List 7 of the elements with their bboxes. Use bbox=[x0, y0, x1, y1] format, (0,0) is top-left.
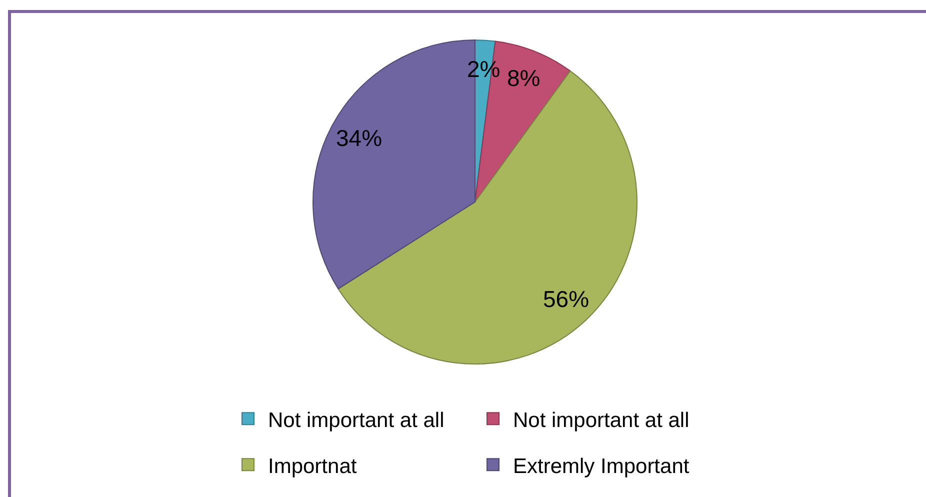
legend-label: Extremly Important bbox=[513, 454, 690, 478]
legend-label: Not important at all bbox=[513, 408, 690, 432]
legend-label: Not important at all bbox=[268, 408, 444, 432]
data-label: 34% bbox=[336, 125, 382, 151]
legend-label: Importnat bbox=[268, 454, 357, 478]
data-label: 8% bbox=[507, 65, 540, 91]
data-label: 56% bbox=[543, 286, 590, 312]
